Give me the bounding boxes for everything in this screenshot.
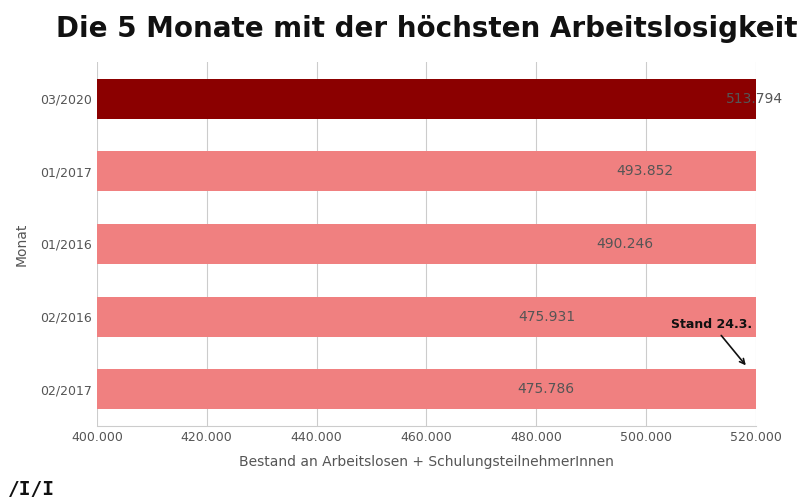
Y-axis label: Monat: Monat [15, 222, 29, 266]
Text: 475.931: 475.931 [518, 309, 575, 324]
Title: Die 5 Monate mit der höchsten Arbeitslosigkeit: Die 5 Monate mit der höchsten Arbeitslos… [55, 15, 797, 43]
Text: 490.246: 490.246 [597, 237, 654, 251]
Bar [97, 369, 800, 409]
Bar [97, 224, 800, 264]
Text: Stand 24.3.: Stand 24.3. [671, 318, 753, 364]
Bar [97, 297, 800, 337]
Text: /I/I: /I/I [8, 480, 55, 499]
Text: 475.786: 475.786 [518, 383, 574, 396]
Bar [97, 79, 800, 118]
Text: 493.852: 493.852 [617, 164, 674, 178]
Bar [97, 151, 800, 191]
Text: 513.794: 513.794 [726, 92, 783, 105]
X-axis label: Bestand an Arbeitslosen + SchulungsteilnehmerInnen: Bestand an Arbeitslosen + Schulungsteiln… [239, 455, 614, 469]
